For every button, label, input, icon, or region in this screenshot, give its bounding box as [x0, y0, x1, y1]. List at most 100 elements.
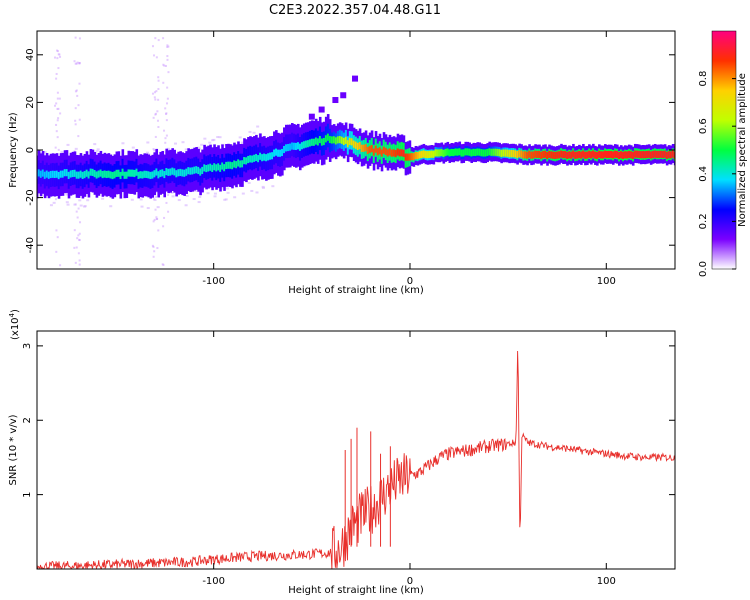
spectrogram-speckle — [203, 137, 207, 140]
spectrogram-speckle — [261, 186, 265, 189]
spectrogram-cell — [450, 148, 454, 157]
spectrogram-speckle — [208, 141, 212, 144]
colorbar: 0.0 0.2 0.4 0.6 0.8 Normalized spectral ampl… — [698, 30, 748, 277]
spectrogram-speckle — [78, 263, 81, 266]
spectrogram-speckle — [59, 55, 62, 58]
spectrogram-cell — [590, 151, 593, 159]
spectrogram-cell — [61, 170, 65, 178]
spectrogram-cell — [496, 148, 499, 156]
spectrogram-cell — [380, 149, 384, 157]
spectrogram-speckle — [74, 123, 77, 126]
spectrogram-x-label: Height of straight line (km) — [288, 285, 424, 296]
spectrogram-cell — [285, 144, 288, 152]
spectrogram-cell — [191, 167, 194, 175]
spectrogram-cell — [416, 152, 420, 160]
spectrogram-cell — [121, 168, 125, 176]
spectrogram-cell — [251, 155, 254, 163]
spectrogram-speckle — [131, 146, 135, 149]
spectrogram-cell — [69, 170, 73, 178]
spectrogram-cell — [199, 168, 202, 176]
spectrogram-speckle — [170, 191, 174, 194]
spectrogram-speckle — [271, 185, 275, 188]
spectrogram-speckle — [174, 142, 178, 145]
spectrogram-cell — [47, 171, 51, 179]
spectrogram-cell — [408, 153, 412, 161]
spectrogram-speckle — [76, 94, 79, 97]
spectrogram-cell — [193, 166, 196, 174]
spectrogram-speckle — [78, 37, 81, 40]
spectrogram-cell — [458, 148, 462, 156]
spectrogram-speckle — [166, 97, 169, 100]
spectrogram-cell — [37, 171, 39, 179]
spectrogram-speckle — [74, 261, 77, 264]
spectrogram-cell — [578, 150, 581, 159]
spectrogram-cell — [211, 164, 214, 172]
y-tick-label: 0 — [25, 147, 36, 153]
spectrogram-cell — [412, 153, 416, 161]
spectrogram-cell — [147, 171, 151, 179]
spectrogram-speckle — [154, 208, 157, 211]
spectrogram-branch-cell — [308, 113, 315, 120]
spectrogram-cell — [169, 168, 172, 176]
spectrogram-speckle — [54, 56, 57, 59]
spectrogram-cell — [637, 150, 641, 158]
spectrogram-cell — [183, 169, 186, 177]
spectrogram-cell — [613, 150, 617, 158]
spectrogram-cell — [67, 171, 71, 179]
spectrogram-cell — [480, 149, 484, 157]
spectrogram-cell — [366, 146, 370, 155]
spectrogram-speckle — [154, 190, 158, 193]
spectrogram-speckle — [140, 205, 144, 208]
spectrogram-cell — [354, 141, 358, 149]
spectrogram-cell — [468, 148, 472, 156]
spectrogram-speckle — [226, 187, 230, 190]
spectrogram-branch-cell — [332, 97, 339, 104]
spectrogram-cell — [625, 151, 629, 159]
spectrogram-cell — [514, 150, 517, 158]
spectrogram-cell — [326, 133, 330, 141]
spectrogram-speckle — [56, 91, 59, 94]
spectrogram-speckle — [151, 244, 154, 247]
spectrogram-cell — [462, 149, 466, 157]
spectrogram-speckle — [74, 147, 78, 150]
spectrogram-speckle — [77, 207, 80, 210]
spectrogram-cell — [308, 139, 312, 147]
spectrogram-speckle — [197, 201, 201, 204]
spectrogram-cell — [580, 151, 583, 159]
colorbar-tick-label: 0.4 — [698, 166, 709, 182]
spectrogram-cell — [291, 142, 294, 150]
spectrogram-cell — [544, 150, 547, 158]
spectrogram-cell — [673, 151, 675, 159]
spectrogram-cell — [586, 151, 589, 159]
colorbar-tick-label: 0.0 — [698, 261, 709, 277]
spectrogram-cell — [506, 149, 509, 157]
spectrogram-speckle — [58, 97, 61, 100]
spectrogram-cell — [619, 151, 623, 159]
spectrogram-cell — [566, 151, 569, 159]
spectrogram-speckle — [193, 189, 197, 192]
spectrogram-cell — [610, 150, 613, 159]
spectrogram-cell — [360, 144, 364, 152]
spectrogram-speckle — [153, 197, 156, 200]
snr-series-line — [37, 350, 675, 569]
spectrogram-cell — [492, 148, 495, 156]
spectrogram-speckle — [157, 79, 160, 82]
spectrogram-cell — [665, 151, 669, 159]
spectrogram-cell — [532, 151, 535, 159]
spectrogram-speckle — [152, 245, 155, 248]
spectrogram-cell — [97, 170, 101, 178]
spectrogram-speckle — [146, 141, 150, 144]
spectrogram-cell — [548, 150, 551, 158]
spectrogram-speckle — [156, 206, 160, 209]
spectrogram-cell — [163, 170, 166, 179]
spectrogram-cell — [494, 148, 497, 156]
snr-x-label: Height of straight line (km) — [288, 585, 424, 596]
spectrogram-cell — [314, 137, 318, 145]
snr-y-label: SNR (10 * v/v) — [8, 414, 19, 485]
spectrogram-cell — [231, 162, 234, 170]
spectrogram-cell — [115, 169, 119, 177]
spectrogram-speckle — [156, 119, 159, 122]
spectrogram-cell — [460, 149, 464, 157]
spectrogram-speckle — [155, 218, 158, 221]
spectrogram-cell — [133, 169, 137, 178]
